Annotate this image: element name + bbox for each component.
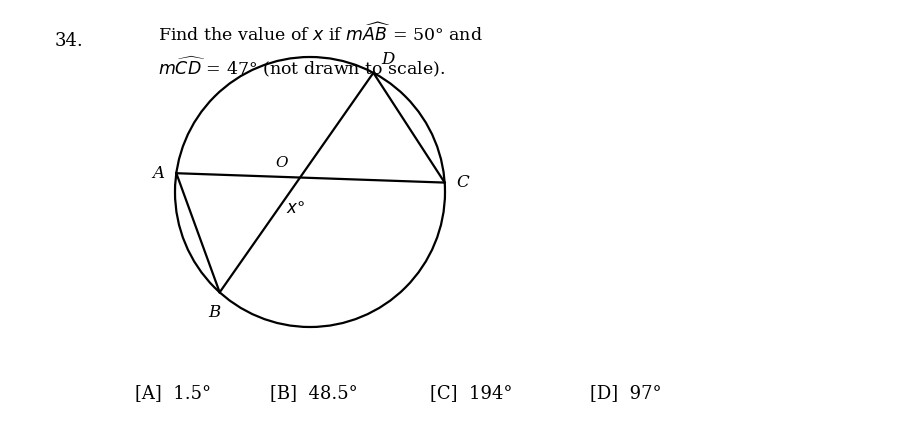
Text: 34.: 34.: [55, 32, 84, 50]
Text: $m\widehat{CD}$ = 47° (not drawn to scale).: $m\widehat{CD}$ = 47° (not drawn to scal…: [158, 54, 444, 79]
Text: B: B: [209, 304, 220, 321]
Text: D: D: [381, 51, 395, 68]
Text: [D]  97°: [D] 97°: [590, 384, 661, 402]
Text: $x$°: $x$°: [285, 200, 304, 216]
Text: O: O: [275, 156, 288, 169]
Text: Find the value of $x$ if $m\widehat{AB}$ = 50° and: Find the value of $x$ if $m\widehat{AB}$…: [158, 22, 482, 44]
Text: [C]  194°: [C] 194°: [430, 384, 512, 402]
Text: [A]  1.5°: [A] 1.5°: [135, 384, 211, 402]
Text: C: C: [456, 174, 469, 191]
Text: A: A: [152, 165, 164, 182]
Text: [B]  48.5°: [B] 48.5°: [270, 384, 358, 402]
